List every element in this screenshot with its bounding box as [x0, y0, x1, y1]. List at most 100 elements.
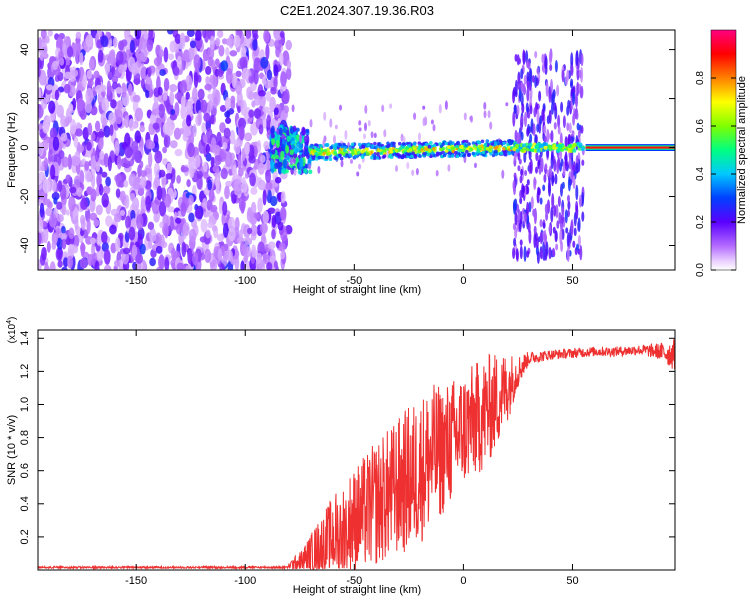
spectrogram-cell — [383, 148, 387, 153]
spectrogram-cell — [281, 168, 285, 174]
spectrogram-cell — [389, 103, 393, 109]
spectrogram-cell — [218, 201, 224, 215]
spectrogram-cell — [339, 156, 344, 161]
spectrogram-cell — [49, 261, 56, 270]
spectrogram-cell — [531, 75, 535, 83]
spectrogram-cell — [575, 184, 579, 201]
spectrogram-cell — [115, 173, 123, 188]
spectrogram-cell — [163, 47, 169, 63]
spectrogram-cell — [233, 139, 241, 148]
spectrogram-cell — [38, 171, 46, 182]
spectrogram-cell — [504, 152, 508, 157]
spectrogram-cell — [365, 147, 369, 152]
spectrogram-cell — [548, 88, 552, 104]
spectrogram-cell — [379, 151, 384, 156]
colorbar-tick-label: 0.0 — [695, 263, 706, 277]
spectrogram-cell — [536, 108, 540, 125]
spectrogram-cell — [364, 104, 368, 114]
spectrogram-cell — [348, 146, 353, 151]
spectrogram-cell — [169, 90, 175, 106]
spectrogram-cell — [340, 150, 345, 155]
spectrogram-cell — [217, 30, 224, 38]
spectrogram-cell — [162, 158, 168, 166]
spectrogram-cell — [202, 30, 207, 39]
spectrogram-cell — [383, 129, 387, 138]
spectrogram-cell — [103, 125, 111, 138]
spectrogram-cell — [65, 174, 72, 183]
spectrogram-cell — [318, 144, 323, 148]
spectrogram-cell — [400, 155, 405, 159]
spectrogram-cell — [483, 110, 487, 119]
snr-ylabel: SNR (10 * v/v) — [6, 415, 18, 485]
spectrogram-cell — [549, 64, 553, 72]
spectrogram-cell — [124, 230, 130, 243]
spectrogram-cell — [570, 78, 574, 87]
spectrogram-cell — [74, 215, 79, 231]
spectrogram-cell — [578, 194, 582, 208]
spectrogram-cell — [533, 176, 537, 190]
spectrogram-cell — [205, 143, 210, 154]
spectrogram-cell — [552, 143, 557, 148]
spectrogram-cell — [174, 92, 182, 100]
spectrogram-cell — [274, 176, 282, 184]
spectrogram-cell — [68, 195, 76, 212]
spectrogram-cell — [93, 218, 100, 227]
spectrogram-cell — [534, 51, 538, 59]
spectrogram-cell — [112, 37, 118, 48]
spectrogram-cell — [195, 30, 202, 41]
spectrogram-cell — [241, 67, 249, 81]
spectrogram-cell — [219, 122, 226, 133]
spectrogram-cell — [145, 195, 152, 211]
spectrogram-cell — [295, 127, 300, 132]
spectrogram-cell — [262, 253, 270, 260]
spectrogram-cell — [149, 114, 157, 125]
spectrogram-cell — [432, 124, 436, 132]
spectrogram-cell — [109, 224, 117, 235]
spectrogram-cell — [174, 33, 182, 45]
spectrogram-cell — [314, 157, 319, 161]
spectrogram-cell — [107, 71, 113, 80]
spectrogram-cell — [82, 73, 87, 89]
spectrogram-cell — [213, 96, 218, 109]
spectrogram-cell — [560, 216, 563, 232]
spectrogram-cell — [181, 166, 189, 173]
spectrogram-cell — [523, 151, 527, 163]
spectrogram-cell — [370, 155, 374, 160]
spectrogram-cell — [191, 87, 198, 103]
spectrogram-cell — [88, 58, 95, 71]
spectrogram-cell — [571, 130, 575, 138]
spectrogram-cell — [411, 169, 415, 176]
spectrogram-cell — [305, 128, 310, 133]
spectrogram-cell — [75, 31, 82, 40]
spectrogram-cell — [516, 104, 520, 116]
spectrogram-cell — [95, 162, 100, 173]
spectrogram-cell — [95, 185, 100, 197]
snr-xtick-label: -100 — [234, 575, 256, 587]
spectrogram-cell — [84, 160, 90, 171]
spectrogram-cell — [540, 248, 544, 260]
spectrogram-cell — [215, 37, 221, 47]
spectrogram-cell — [209, 74, 214, 84]
snr-xtick-label: 0 — [460, 575, 466, 587]
spectrogram-cell — [405, 152, 409, 156]
spectrogram-cell — [522, 143, 526, 148]
spectrogram-cell — [68, 227, 75, 240]
spectrogram-cell — [391, 147, 395, 151]
spectrogram-cell — [195, 99, 202, 114]
spectrogram-cell — [448, 151, 452, 155]
spectrogram-cell — [406, 161, 410, 170]
spectrogram-cell — [543, 173, 547, 183]
spectrogram-cell — [573, 211, 577, 227]
spectrogram-cell — [322, 151, 327, 155]
spectrogram-cell — [542, 222, 546, 229]
spectrogram-cell — [472, 144, 477, 148]
spectrogram-cell — [38, 218, 44, 234]
spectrogram-cell — [498, 144, 502, 149]
snr-xtick-label: -50 — [346, 575, 362, 587]
spectrogram-cell — [87, 253, 94, 266]
spectrogram-cell — [464, 143, 468, 148]
spectrogram-cell — [225, 117, 232, 124]
spectrogram-cell — [285, 154, 290, 161]
spectrogram-cell — [424, 146, 429, 151]
spectrogram-cell — [517, 152, 521, 161]
